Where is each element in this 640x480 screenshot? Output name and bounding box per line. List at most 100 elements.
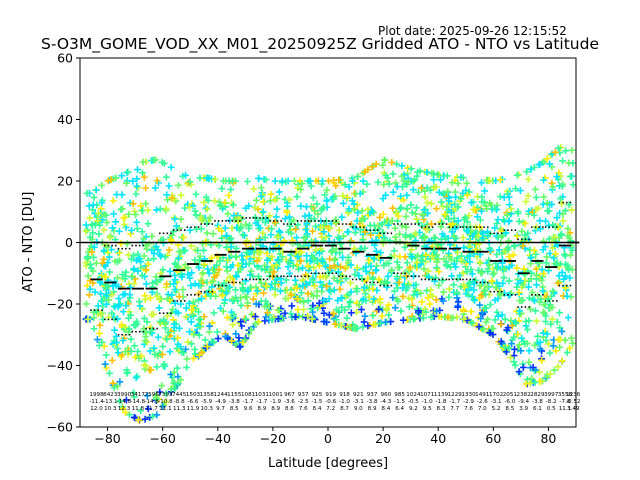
scatter-point bbox=[337, 240, 345, 248]
scatter-point bbox=[475, 232, 482, 240]
scatter-point bbox=[257, 248, 265, 256]
scatter-point bbox=[539, 287, 547, 295]
scatter-point bbox=[352, 190, 360, 198]
scatter-point bbox=[486, 177, 494, 184]
scatter-point bbox=[441, 210, 449, 218]
scatter-point bbox=[513, 264, 521, 272]
scatter-point bbox=[372, 247, 380, 255]
scatter-point bbox=[118, 321, 125, 329]
scatter-point bbox=[569, 339, 577, 347]
scatter-point bbox=[520, 338, 527, 345]
scatter-point bbox=[252, 283, 260, 291]
bin-stat-mean: -8.2 bbox=[546, 399, 557, 405]
scatter-point bbox=[109, 197, 117, 205]
scatter-point bbox=[493, 308, 501, 316]
bin-stat-count: 1358 bbox=[200, 392, 215, 398]
scatter-point bbox=[237, 265, 244, 273]
scatter-point bbox=[549, 244, 556, 252]
bin-stat-std: 11.7 bbox=[145, 406, 158, 412]
scatter-point bbox=[157, 252, 165, 260]
scatter-point bbox=[299, 264, 306, 272]
scatter-point bbox=[497, 320, 505, 328]
scatter-point bbox=[126, 411, 133, 419]
scatter-point bbox=[245, 224, 253, 232]
scatter-point bbox=[297, 257, 305, 265]
scatter-point bbox=[100, 247, 108, 255]
scatter-point bbox=[158, 158, 166, 166]
scatter-point bbox=[430, 170, 438, 178]
scatter-point bbox=[218, 185, 226, 193]
scatter-point bbox=[109, 282, 117, 290]
scatter-point bbox=[549, 342, 557, 350]
scatter-point bbox=[528, 375, 535, 382]
scatter-point bbox=[89, 201, 97, 209]
scatter-point bbox=[175, 293, 183, 300]
scatter-point bbox=[533, 317, 540, 325]
x-tick-label: 60 bbox=[485, 431, 501, 446]
scatter-point bbox=[292, 225, 300, 233]
scatter-point bbox=[548, 201, 556, 208]
scatter-point bbox=[230, 310, 237, 318]
scatter-point bbox=[424, 294, 432, 302]
bin-stat-count: 8423 bbox=[103, 392, 118, 398]
scatter-point bbox=[175, 324, 183, 332]
scatter-point bbox=[540, 270, 548, 277]
scatter-point bbox=[454, 180, 462, 187]
scatter-point bbox=[96, 330, 103, 337]
scatter-point bbox=[143, 318, 151, 326]
bin-stat-count: 2382 bbox=[517, 392, 531, 398]
bin-stat-mean: -4.9 bbox=[215, 399, 226, 405]
scatter-point bbox=[546, 370, 554, 378]
scatter-point bbox=[216, 257, 224, 265]
scatter-point bbox=[483, 205, 491, 213]
scatter-point bbox=[555, 336, 562, 344]
scatter-point bbox=[480, 198, 488, 206]
scatter-point bbox=[323, 197, 331, 205]
scatter-point bbox=[189, 311, 196, 319]
scatter-point bbox=[328, 248, 336, 256]
scatter-point bbox=[525, 347, 533, 355]
scatter-point bbox=[252, 300, 260, 308]
bin-stat-count: 1031 bbox=[255, 392, 270, 398]
scatter-point bbox=[86, 214, 94, 222]
bin-stat-count: 960 bbox=[381, 392, 392, 398]
scatter-point bbox=[454, 203, 462, 211]
scatter-point bbox=[343, 263, 351, 271]
scatter-point bbox=[122, 324, 129, 331]
scatter-point bbox=[339, 254, 347, 261]
scatter-point bbox=[331, 256, 339, 264]
scatter-point bbox=[106, 369, 113, 377]
scatter-point bbox=[106, 233, 114, 241]
scatter-point bbox=[111, 257, 119, 265]
bin-stat-count: 1244 bbox=[213, 392, 228, 398]
scatter-point bbox=[170, 369, 178, 376]
scatter-point bbox=[254, 263, 261, 271]
scatter-point bbox=[222, 333, 229, 340]
scatter-point bbox=[403, 272, 410, 280]
bin-stat-std: 8.9 bbox=[257, 406, 266, 412]
scatter-point bbox=[332, 182, 340, 190]
scatter-point bbox=[306, 257, 314, 264]
scatter-point bbox=[544, 207, 551, 215]
scatter-point bbox=[531, 378, 539, 386]
scatter-point bbox=[540, 308, 547, 316]
scatter-point bbox=[218, 234, 226, 242]
scatter-point bbox=[398, 222, 406, 230]
scatter-point bbox=[346, 323, 353, 331]
scatter-point bbox=[336, 285, 344, 293]
scatter-point bbox=[530, 163, 538, 171]
scatter-point bbox=[396, 230, 403, 238]
scatter-point bbox=[427, 186, 434, 194]
scatter-point bbox=[421, 187, 429, 195]
scatter-point bbox=[90, 243, 98, 251]
scatter-point bbox=[486, 261, 493, 269]
scatter-point bbox=[538, 266, 546, 273]
scatter-point bbox=[421, 234, 429, 242]
scatter-point bbox=[358, 207, 366, 215]
scatter-point bbox=[183, 363, 191, 371]
bin-statistics: 1998-11.412.08423-13.110.33990-14.812.33… bbox=[89, 392, 581, 412]
scatter-point bbox=[517, 277, 524, 285]
scatter-point bbox=[486, 301, 494, 308]
scatter-point bbox=[493, 279, 501, 287]
scatter-point bbox=[332, 316, 340, 324]
